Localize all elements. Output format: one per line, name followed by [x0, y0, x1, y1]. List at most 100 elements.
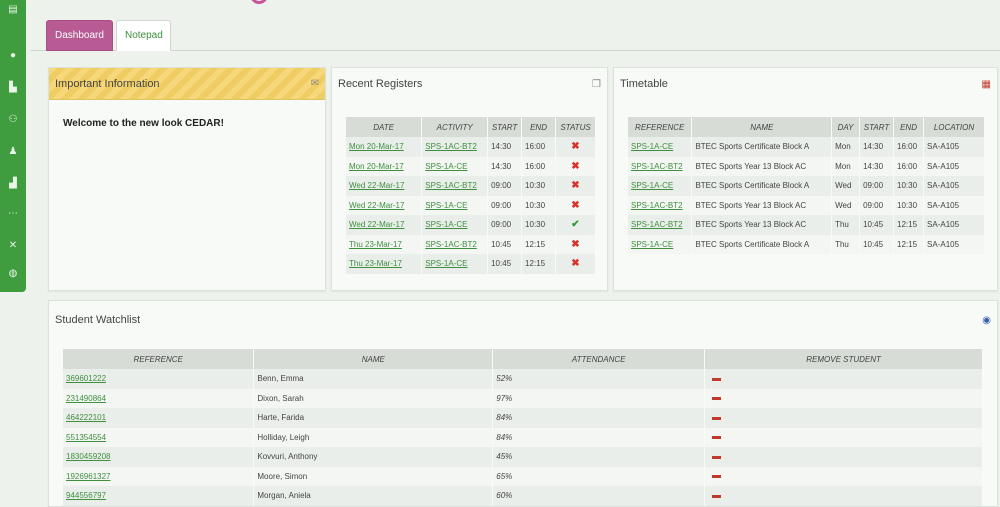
register-date-link[interactable]: Wed 22-Mar-17: [349, 220, 405, 230]
status-incomplete-icon: ✖: [571, 180, 580, 192]
student-name: Benn, Emma: [253, 369, 494, 389]
eye-icon[interactable]: ◉: [982, 314, 991, 326]
register-date-link[interactable]: Mon 20-Mar-17: [349, 161, 404, 171]
timetable-start: 09:00: [859, 195, 895, 215]
chart-icon[interactable]: ▟: [9, 178, 17, 189]
register-date-link[interactable]: Wed 22-Mar-17: [349, 200, 405, 210]
user-lock-icon[interactable]: ♟: [8, 146, 18, 157]
student-attendance: 65%: [492, 466, 706, 486]
table-row: 1926961327 Moore, Simon 65%: [63, 466, 983, 486]
register-activity-link[interactable]: SPS-1A-CE: [425, 259, 468, 269]
registers-table: DATE ACTIVITY START END STATUS Mon 20-Ma…: [346, 117, 596, 274]
timetable-name: BTEC Sports Year 13 Block AC: [691, 156, 833, 176]
timetable-day: Wed: [831, 176, 861, 196]
table-row: Thu 23-Mar-17 SPS-1AC-BT2 10:45 12:15 ✖: [346, 234, 596, 254]
timetable-reference-link[interactable]: SPS-1AC-BT2: [631, 161, 683, 171]
remove-student-button[interactable]: [712, 455, 722, 459]
timetable-start: 09:00: [859, 176, 895, 196]
table-row: SPS-1AC-BT2 BTEC Sports Year 13 Block AC…: [628, 156, 985, 176]
table-row: SPS-1A-CE BTEC Sports Certificate Block …: [628, 176, 985, 196]
register-activity-link[interactable]: SPS-1AC-BT2: [425, 142, 477, 152]
column-header: END: [893, 117, 925, 137]
student-reference-link[interactable]: 1830459208: [66, 452, 111, 462]
timetable-location: SA-A105: [923, 215, 985, 235]
remove-student-button[interactable]: [712, 475, 722, 479]
timetable-name: BTEC Sports Certificate Block A: [691, 137, 833, 157]
copy-icon[interactable]: ❐: [592, 78, 601, 90]
org-icon[interactable]: ▙: [9, 82, 17, 93]
timetable-reference-link[interactable]: SPS-1A-CE: [631, 142, 674, 152]
register-activity-link[interactable]: SPS-1A-CE: [425, 220, 468, 230]
register-end: 10:30: [521, 195, 556, 215]
table-row: 1830459208 Kovvuri, Anthony 45%: [63, 447, 983, 467]
register-activity-link[interactable]: SPS-1A-CE: [425, 161, 468, 171]
student-name: Dixon, Sarah: [253, 388, 494, 408]
sidebar: ▤ ● ▙ ⚇ ♟ ▟ ⋯ ✕ ◍: [0, 0, 26, 292]
register-start: 10:45: [487, 254, 523, 274]
status-incomplete-icon: ✖: [571, 199, 580, 211]
tab-notepad[interactable]: Notepad: [116, 20, 171, 51]
table-row: 369601222 Benn, Emma 52%: [63, 369, 983, 389]
status-complete-icon: ✔: [571, 219, 580, 231]
timetable-table: REFERENCE NAME DAY START END LOCATION SP…: [628, 117, 985, 254]
register-start: 14:30: [487, 156, 523, 176]
tab-dashboard[interactable]: Dashboard: [46, 20, 113, 51]
student-watchlist-panel: Student Watchlist ◉ REFERENCE NAME ATTEN…: [48, 300, 998, 507]
student-name: Harte, Farida: [253, 408, 494, 428]
student-reference-link[interactable]: 231490864: [66, 393, 107, 403]
watchlist-table: REFERENCE NAME ATTENDANCE REMOVE STUDENT…: [63, 349, 983, 506]
recent-registers-panel: Recent Registers ❐ DATE ACTIVITY START E…: [331, 67, 608, 291]
user-icon[interactable]: ●: [9, 50, 17, 61]
column-header: START: [859, 117, 895, 137]
remove-student-button[interactable]: [712, 494, 722, 498]
register-date-link[interactable]: Wed 22-Mar-17: [349, 181, 405, 191]
table-row: Mon 20-Mar-17 SPS-1A-CE 14:30 16:00 ✖: [346, 156, 596, 176]
timetable-reference-link[interactable]: SPS-1A-CE: [631, 239, 674, 249]
remove-student-button[interactable]: [712, 416, 722, 420]
column-header: LOCATION: [923, 117, 985, 137]
users-icon[interactable]: ⚇: [8, 114, 18, 125]
register-activity-link[interactable]: SPS-1AC-BT2: [425, 181, 477, 191]
tools-icon[interactable]: ✕: [8, 240, 18, 251]
network-icon[interactable]: ⋯: [8, 208, 18, 219]
panel-title: Student Watchlist: [55, 314, 141, 326]
timetable-reference-link[interactable]: SPS-1AC-BT2: [631, 200, 683, 210]
register-date-link[interactable]: Mon 20-Mar-17: [349, 142, 404, 152]
timetable-name: BTEC Sports Year 13 Block AC: [691, 215, 833, 235]
register-start: 09:00: [487, 176, 523, 196]
table-row: 464222101 Harte, Farida 84%: [63, 408, 983, 428]
register-end: 12:15: [521, 254, 556, 274]
remove-student-button[interactable]: [712, 377, 722, 381]
register-start: 09:00: [487, 195, 523, 215]
timetable-name: BTEC Sports Year 13 Block AC: [691, 195, 833, 215]
register-date-link[interactable]: Thu 23-Mar-17: [349, 239, 402, 249]
timetable-reference-link[interactable]: SPS-1AC-BT2: [631, 220, 683, 230]
student-reference-link[interactable]: 944556797: [66, 491, 107, 501]
register-activity-link[interactable]: SPS-1AC-BT2: [425, 239, 477, 249]
student-name: Moore, Simon: [253, 466, 494, 486]
grid-icon[interactable]: ▤: [8, 4, 18, 15]
register-activity-link[interactable]: SPS-1A-CE: [425, 200, 468, 210]
student-attendance: 52%: [492, 369, 706, 389]
remove-student-button[interactable]: [712, 436, 722, 440]
calendar-icon[interactable]: ▦: [981, 78, 991, 90]
table-row: SPS-1AC-BT2 BTEC Sports Year 13 Block AC…: [628, 195, 985, 215]
timetable-reference-link[interactable]: SPS-1A-CE: [631, 181, 674, 191]
student-name: Morgan, Aniela: [253, 486, 494, 506]
timetable-day: Wed: [831, 195, 861, 215]
column-header: NAME: [253, 349, 494, 369]
timetable-start: 10:45: [859, 234, 895, 254]
student-attendance: 60%: [492, 486, 706, 506]
globe-icon[interactable]: ◍: [8, 268, 18, 279]
student-name: Holliday, Leigh: [253, 427, 494, 447]
timetable-end: 12:15: [893, 234, 925, 254]
register-date-link[interactable]: Thu 23-Mar-17: [349, 259, 402, 269]
timetable-location: SA-A105: [923, 234, 985, 254]
table-row: Wed 22-Mar-17 SPS-1A-CE 09:00 10:30 ✔: [346, 215, 596, 235]
student-reference-link[interactable]: 464222101: [66, 413, 107, 423]
student-reference-link[interactable]: 369601222: [66, 374, 107, 384]
student-reference-link[interactable]: 1926961327: [66, 471, 111, 481]
status-incomplete-icon: ✖: [571, 238, 580, 250]
remove-student-button[interactable]: [712, 397, 722, 401]
student-reference-link[interactable]: 551354554: [66, 432, 107, 442]
